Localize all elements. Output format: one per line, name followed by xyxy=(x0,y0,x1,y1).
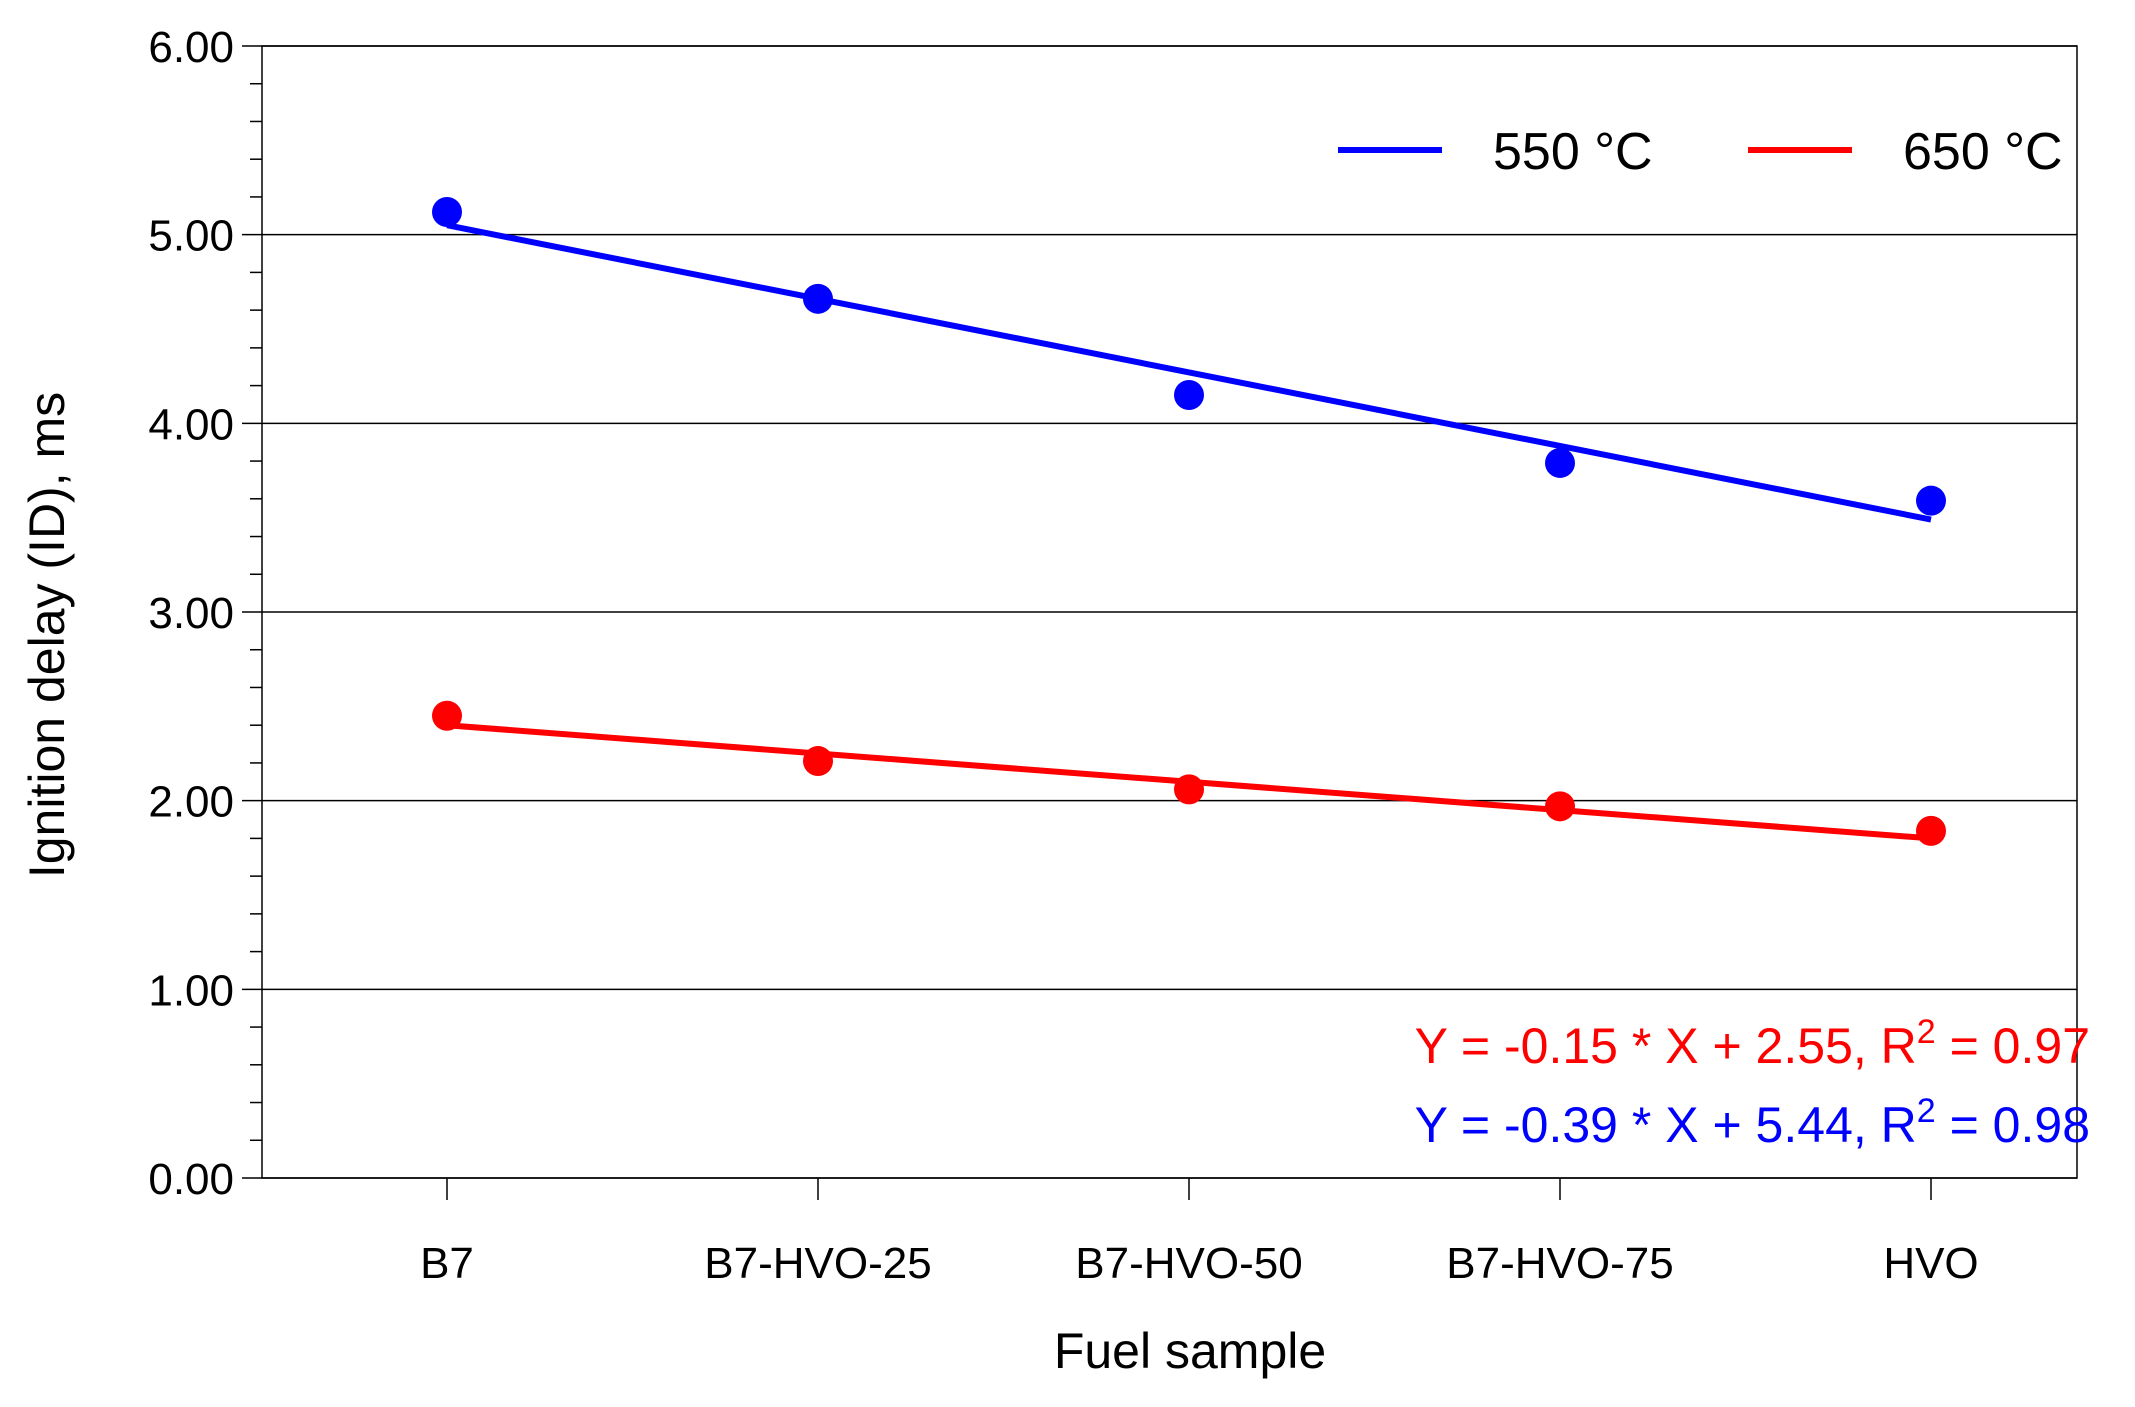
x-tick-label: B7 xyxy=(420,1239,474,1288)
data-point-series-0 xyxy=(1545,447,1575,478)
y-tick-label: 6.00 xyxy=(148,23,234,72)
y-tick-label: 5.00 xyxy=(148,212,234,261)
data-point-series-0 xyxy=(1174,380,1204,411)
x-tick-label: HVO xyxy=(1883,1239,1978,1288)
x-axis-title: Fuel sample xyxy=(1054,1323,1326,1379)
data-point-series-0 xyxy=(1916,485,1946,516)
data-point-series-1 xyxy=(1916,815,1946,846)
data-point-series-0 xyxy=(803,283,833,314)
data-point-series-1 xyxy=(803,746,833,777)
grid-layer xyxy=(262,45,2077,1179)
y-tick-label: 3.00 xyxy=(148,589,234,638)
legend: 550 °C 650 °C xyxy=(1338,123,2063,181)
y-tick-label: 1.00 xyxy=(148,966,234,1015)
x-tick-label: B7-HVO-75 xyxy=(1446,1239,1673,1288)
y-tick-label: 2.00 xyxy=(148,778,234,827)
point-layer xyxy=(432,197,1946,846)
data-point-series-1 xyxy=(1174,774,1204,805)
legend-label-550: 550 °C xyxy=(1493,123,1653,181)
y-tick-label: 0.00 xyxy=(148,1155,234,1204)
data-point-series-0 xyxy=(432,197,462,228)
equation-550: Y = -0.39 * X + 5.44, R2 = 0.98 xyxy=(1415,1092,2090,1153)
fit-line-series-0 xyxy=(446,222,1932,523)
y-tick-label: 4.00 xyxy=(148,400,234,449)
fit-layer xyxy=(446,222,1932,842)
data-point-series-1 xyxy=(1545,791,1575,822)
data-point-series-1 xyxy=(432,700,462,731)
y-axis-title: Ignition delay (ID), ms xyxy=(19,392,75,878)
x-tick-label: B7-HVO-25 xyxy=(704,1239,931,1288)
equation-650: Y = -0.15 * X + 2.55, R2 = 0.97 xyxy=(1415,1013,2090,1074)
x-tick-label: B7-HVO-50 xyxy=(1075,1239,1302,1288)
axis-layer: 0.00 1.00 2.00 3.00 4.00 5.00 6.00 B7 B7-HVO-25 B… xyxy=(148,23,2078,1288)
legend-label-650: 650 °C xyxy=(1903,123,2063,181)
